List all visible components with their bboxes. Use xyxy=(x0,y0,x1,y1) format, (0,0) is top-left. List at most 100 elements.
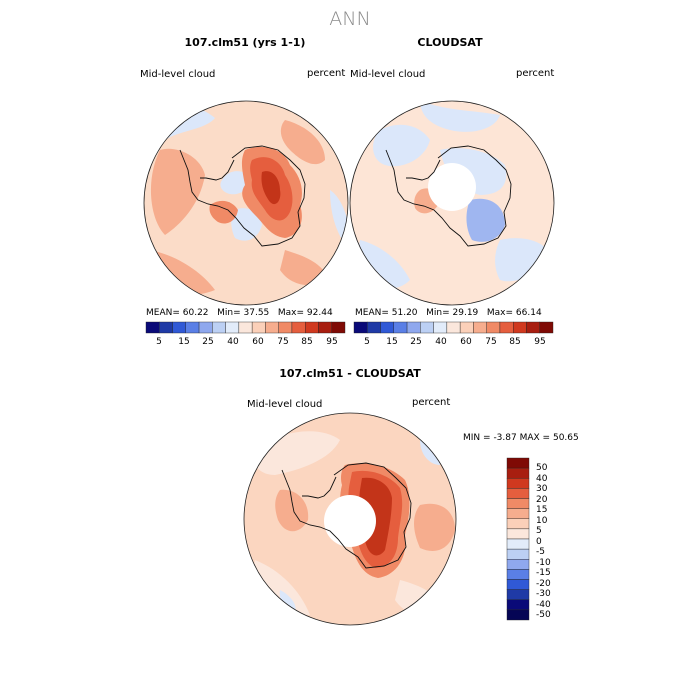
colorbar-swatch xyxy=(198,321,213,334)
colorbar-swatch xyxy=(506,498,530,509)
colorbar-swatch xyxy=(406,321,421,334)
tick-label: 20 xyxy=(536,495,548,505)
max-value: 50.65 xyxy=(552,433,579,443)
panel-2-title: CLOUDSAT xyxy=(417,36,483,49)
colorbar-swatch xyxy=(499,321,514,334)
colorbar-swatch xyxy=(145,321,160,334)
colorbar-swatch xyxy=(506,548,530,560)
colorbar-swatch xyxy=(291,321,306,334)
colorbar-swatch xyxy=(185,321,200,334)
panel-3-title: 107.clm51 - CLOUDSAT xyxy=(279,367,421,380)
min-label: MIN = xyxy=(463,433,491,443)
colorbar-swatch xyxy=(473,321,487,334)
tick-label: -40 xyxy=(536,600,551,610)
colorbar-swatch xyxy=(513,321,527,334)
colorbar-swatch xyxy=(393,321,408,334)
tick-label: -10 xyxy=(536,558,551,568)
colorbar-swatch xyxy=(380,321,394,334)
colorbar-swatch xyxy=(506,538,530,550)
tick-label: 85 xyxy=(509,337,521,347)
colorbar-swatch xyxy=(506,518,530,530)
panel-2-stats: MEAN= 51.20 Min= 29.19 Max= 66.14 xyxy=(355,308,542,318)
max-value: 66.14 xyxy=(515,308,542,318)
colorbar-swatch xyxy=(159,321,173,334)
colorbar-swatch xyxy=(506,569,530,580)
colorbar-swatch xyxy=(506,599,530,611)
colorbar-swatch xyxy=(367,321,381,334)
max-label: MAX = xyxy=(519,433,551,443)
colorbar-difference xyxy=(506,457,530,621)
mean-value: 51.20 xyxy=(391,308,418,318)
min-label: Min= xyxy=(426,308,450,318)
min-value: -3.87 xyxy=(493,433,517,443)
mean-value: 60.22 xyxy=(182,308,209,318)
tick-label: 60 xyxy=(460,337,472,347)
max-label: Max= xyxy=(277,308,305,318)
colorbar-panel-2 xyxy=(353,321,554,334)
tick-label: -30 xyxy=(536,589,551,599)
tick-label: 40 xyxy=(435,337,447,347)
tick-label: 75 xyxy=(485,337,497,347)
tick-label: 30 xyxy=(536,484,548,494)
tick-label: 15 xyxy=(386,337,398,347)
colorbar-swatch xyxy=(353,321,368,334)
colorbar-swatch xyxy=(318,321,332,334)
colorbar-swatch xyxy=(506,508,530,519)
tick-label: 10 xyxy=(536,516,548,526)
min-value: 29.19 xyxy=(452,308,479,318)
colorbar-swatch xyxy=(506,488,530,499)
tick-label: 60 xyxy=(252,337,264,347)
tick-label: 50 xyxy=(536,463,548,473)
tick-label: 85 xyxy=(301,337,313,347)
panel-1-variable: Mid-level cloud xyxy=(140,69,216,80)
tick-label: 40 xyxy=(227,337,239,347)
panel-3-variable: Mid-level cloud xyxy=(247,399,323,410)
panel-3-map xyxy=(243,412,457,626)
tick-label: 25 xyxy=(410,337,422,347)
tick-label: 5 xyxy=(364,337,370,347)
mean-label: MEAN= xyxy=(355,308,389,318)
panel-2-map xyxy=(349,100,555,306)
colorbar-swatch xyxy=(278,321,293,334)
colorbar-swatch xyxy=(526,321,540,334)
panel-3-stats: MIN = -3.87 MAX = 50.65 xyxy=(463,433,579,443)
panel-1-stats: MEAN= 60.22 Min= 37.55 Max= 92.44 xyxy=(146,308,333,318)
max-value: 92.44 xyxy=(306,308,333,318)
tick-label: 95 xyxy=(326,337,338,347)
tick-label: 0 xyxy=(536,537,542,547)
colorbar-panel-1 xyxy=(145,321,346,334)
colorbar-swatch xyxy=(486,321,501,334)
panel-3-units: percent xyxy=(412,397,451,408)
min-value: 37.55 xyxy=(243,308,270,318)
colorbar-swatch xyxy=(238,321,253,334)
colorbar-swatch xyxy=(506,467,530,479)
colorbar-swatch xyxy=(506,589,530,600)
colorbar-swatch xyxy=(506,559,530,570)
panel-2-units: percent xyxy=(516,68,555,79)
colorbar-swatch xyxy=(506,528,530,540)
figure-title: ANN xyxy=(329,8,371,30)
colorbar-swatch xyxy=(459,321,474,334)
tick-label: 95 xyxy=(534,337,546,347)
tick-label: 15 xyxy=(178,337,190,347)
colorbar-swatch xyxy=(506,457,530,469)
panel-1-title: 107.clm51 (yrs 1-1) xyxy=(184,36,306,49)
panel-1-map xyxy=(143,100,349,306)
tick-label: 25 xyxy=(202,337,214,347)
colorbar-swatch xyxy=(506,609,530,621)
tick-label: -20 xyxy=(536,579,551,589)
mean-label: MEAN= xyxy=(146,308,180,318)
max-label: Max= xyxy=(486,308,514,318)
colorbar-swatch xyxy=(539,321,554,334)
tick-label: -50 xyxy=(536,610,551,620)
min-label: Min= xyxy=(217,308,241,318)
colorbar-swatch xyxy=(305,321,319,334)
colorbar-swatch xyxy=(251,321,266,334)
colorbar-swatch xyxy=(212,321,226,334)
panel-1-units: percent xyxy=(307,68,346,79)
tick-label: -5 xyxy=(536,547,545,557)
tick-label: 40 xyxy=(536,474,548,484)
colorbar-swatch xyxy=(433,321,448,334)
colorbar-swatch xyxy=(506,579,530,590)
colorbar-swatch xyxy=(265,321,279,334)
